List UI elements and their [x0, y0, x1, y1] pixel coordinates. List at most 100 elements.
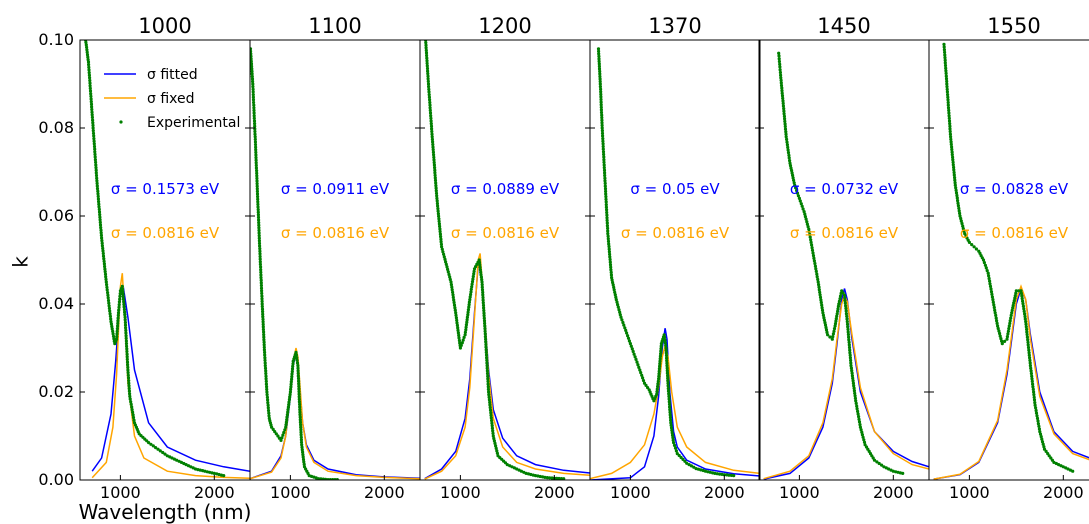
data-point: [95, 179, 99, 183]
data-point: [297, 384, 301, 388]
data-point: [298, 420, 302, 424]
data-point: [786, 148, 790, 152]
data-point: [834, 319, 838, 323]
data-point: [659, 344, 663, 348]
data-point: [1023, 317, 1027, 321]
data-point: [88, 86, 92, 90]
data-point: [91, 123, 95, 127]
data-point: [250, 74, 254, 79]
data-point: [301, 450, 305, 454]
data-point: [606, 232, 610, 236]
data-point: [1061, 465, 1065, 469]
data-point: [439, 237, 443, 241]
data-point: [485, 361, 489, 365]
data-point: [284, 423, 288, 427]
data-point: [101, 249, 105, 253]
data-point: [439, 240, 443, 244]
data-point: [454, 316, 458, 320]
data-point: [788, 161, 792, 165]
data-point: [812, 256, 816, 260]
data-point: [92, 142, 96, 146]
data-point: [732, 474, 736, 478]
data-point: [122, 300, 126, 304]
data-point: [92, 144, 97, 149]
plot-area: [763, 51, 929, 480]
data-point: [120, 284, 124, 288]
data-point: [607, 247, 611, 251]
data-point: [667, 402, 672, 406]
data-point: [264, 371, 268, 376]
data-point: [823, 321, 827, 325]
data-point: [946, 98, 950, 102]
data-point: [597, 62, 601, 66]
data-point: [809, 238, 813, 242]
data-point: [956, 201, 960, 205]
data-point: [665, 366, 669, 370]
data-point: [467, 305, 471, 309]
data-point: [107, 306, 111, 310]
data-point: [259, 270, 263, 274]
data-point: [825, 330, 829, 334]
data-point: [992, 305, 996, 310]
data-point: [90, 107, 94, 112]
data-point: [1032, 393, 1036, 397]
data-point: [607, 242, 611, 246]
data-point: [722, 473, 726, 477]
data-point: [811, 251, 815, 255]
data-point: [664, 348, 668, 353]
data-point: [670, 433, 675, 437]
data-point: [598, 72, 602, 76]
data-point: [128, 394, 132, 398]
data-point: [111, 329, 115, 333]
data-point: [807, 230, 811, 234]
data-point: [264, 379, 268, 383]
data-point: [1031, 385, 1035, 389]
data-point: [664, 346, 668, 350]
data-point: [1022, 307, 1026, 311]
data-point: [449, 283, 453, 287]
data-point: [628, 342, 633, 346]
data-point: [818, 293, 822, 297]
data-point: [298, 410, 302, 414]
data-point: [1027, 353, 1031, 357]
data-point: [658, 354, 663, 358]
data-point: [485, 356, 489, 360]
data-point: [600, 129, 605, 133]
data-point: [198, 468, 202, 472]
data-point: [296, 374, 300, 378]
data-point: [954, 186, 958, 190]
data-point: [843, 301, 847, 305]
data-point: [640, 373, 644, 377]
data-point: [456, 331, 460, 335]
data-point: [813, 264, 818, 268]
data-point: [778, 65, 782, 69]
data-point: [483, 327, 487, 331]
data-point: [123, 323, 128, 327]
data-point: [102, 259, 106, 263]
data-point: [255, 169, 259, 173]
data-point: [548, 476, 552, 480]
data-point: [667, 400, 671, 404]
data-point: [285, 413, 289, 417]
data-point: [943, 58, 947, 62]
data-point: [993, 311, 997, 315]
panel-title: 1000: [138, 14, 191, 38]
data-point: [99, 226, 103, 230]
data-point: [91, 118, 95, 122]
data-point: [849, 358, 853, 362]
data-point: [550, 476, 554, 480]
data-point: [267, 411, 271, 415]
data-point: [861, 435, 865, 439]
data-point: [252, 114, 256, 118]
data-point: [494, 444, 498, 448]
data-point: [846, 325, 850, 329]
data-point: [296, 371, 300, 375]
data-point: [1038, 430, 1042, 434]
plot-area: [84, 40, 250, 479]
data-point: [255, 189, 259, 193]
data-point: [253, 122, 257, 126]
data-point: [984, 266, 988, 270]
data-point: [857, 415, 861, 419]
data-point: [844, 304, 848, 308]
data-point: [604, 205, 609, 209]
